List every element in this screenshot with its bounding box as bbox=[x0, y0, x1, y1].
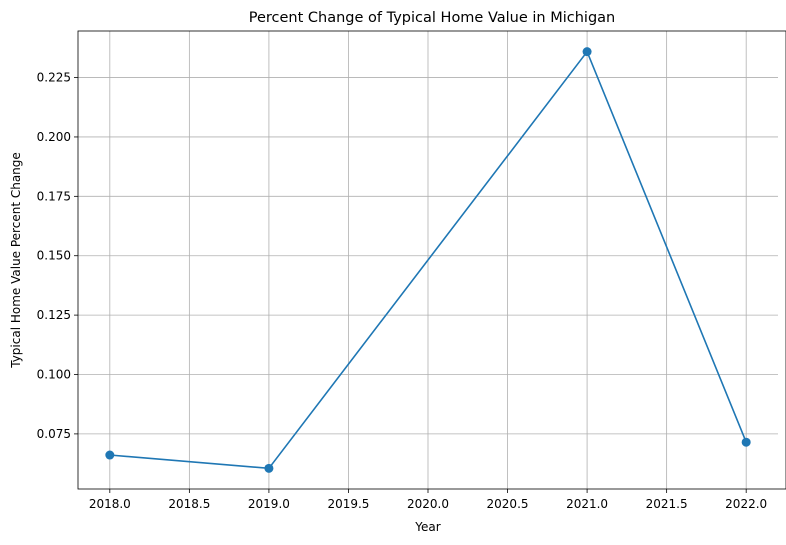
y-tick-label: 0.175 bbox=[37, 189, 71, 203]
x-tick-label: 2020.0 bbox=[407, 497, 449, 511]
x-tick-label: 2021.5 bbox=[646, 497, 688, 511]
series-line bbox=[109, 50, 747, 470]
y-tick-label: 0.075 bbox=[37, 427, 71, 441]
x-tick-label: 2019.0 bbox=[248, 497, 290, 511]
x-tick-label: 2020.5 bbox=[487, 497, 529, 511]
y-tick-label: 0.225 bbox=[37, 71, 71, 85]
y-axis-label: Typical Home Value Percent Change bbox=[9, 152, 23, 369]
x-tick-label: 2022.0 bbox=[725, 497, 767, 511]
x-tick-label: 2018.5 bbox=[168, 497, 210, 511]
x-tick-label: 2018.0 bbox=[89, 497, 131, 511]
plot-frame bbox=[77, 30, 786, 490]
x-axis: 2018.0 2018.5 2019.0 2019.5 2020.0 2020.5 2021… bbox=[89, 489, 767, 511]
y-tick-label: 0.200 bbox=[37, 130, 71, 144]
y-tick-label: 0.125 bbox=[37, 308, 71, 322]
data-point bbox=[741, 437, 751, 447]
data-point bbox=[264, 463, 274, 473]
data-point bbox=[105, 450, 115, 460]
series-layer bbox=[105, 47, 751, 473]
y-axis: 0.075 0.100 0.125 0.150 0.175 0.200 0.225 bbox=[37, 71, 78, 441]
y-tick-label: 0.150 bbox=[37, 249, 71, 263]
x-axis-label: Year bbox=[414, 520, 440, 534]
data-point bbox=[582, 47, 592, 57]
x-tick-label: 2021.0 bbox=[566, 497, 608, 511]
x-tick-label: 2019.5 bbox=[327, 497, 369, 511]
chart-title: Percent Change of Typical Home Value in … bbox=[249, 10, 615, 26]
y-tick-label: 0.100 bbox=[37, 368, 71, 382]
